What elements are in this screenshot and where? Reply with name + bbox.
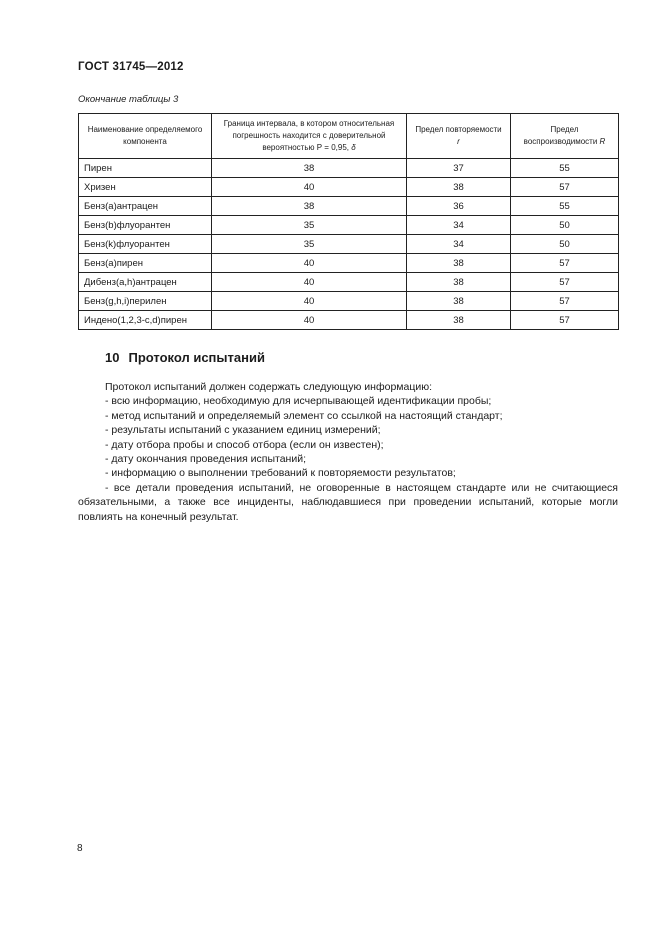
section-heading: 10 Протокол испытаний <box>78 350 618 365</box>
value-cell: 55 <box>510 158 619 178</box>
value-cell: 36 <box>406 196 511 216</box>
value-cell: 57 <box>510 310 619 330</box>
component-name-cell: Бенз(k)флуорантен <box>78 234 212 254</box>
table-row: Бенз(g,h,i)перилен 40 38 57 <box>78 291 619 311</box>
value-cell: 37 <box>406 158 511 178</box>
component-name-cell: Индено(1,2,3-c,d)пирен <box>78 310 212 330</box>
value-cell: 40 <box>211 310 407 330</box>
table-row: Бенз(k)флуорантен 35 34 50 <box>78 234 619 254</box>
protocol-list: - всю информацию, необходимую для исчерп… <box>78 394 618 524</box>
table-row: Хризен 40 38 57 <box>78 177 619 197</box>
table-row: Бенз(а)антрацен 38 36 55 <box>78 196 619 216</box>
list-item: - дату окончания проведения испытаний; <box>105 453 307 466</box>
list-item: - метод испытаний и определяемый элемент… <box>105 409 503 422</box>
list-item: - результаты испытаний с указанием едини… <box>105 424 381 437</box>
value-cell: 50 <box>510 215 619 235</box>
value-cell: 38 <box>406 310 511 330</box>
section-body: Протокол испытаний должен содержать след… <box>78 380 618 524</box>
value-cell: 38 <box>211 158 407 178</box>
component-name-cell: Хризен <box>78 177 212 197</box>
column-header: Граница интервала, в котором относительн… <box>211 113 407 159</box>
value-cell: 38 <box>406 272 511 292</box>
value-cell: 38 <box>406 177 511 197</box>
list-item: - всю информацию, необходимую для исчерп… <box>105 395 492 408</box>
list-item: - все детали проведения испытаний, не ог… <box>78 481 618 523</box>
page-number: 8 <box>77 843 83 854</box>
value-cell: 40 <box>211 253 407 273</box>
value-cell: 50 <box>510 234 619 254</box>
table-row: Бенз(b)флуорантен 35 34 50 <box>78 215 619 235</box>
precision-table: Наименование определяемого компонента Гра… <box>78 113 619 330</box>
value-cell: 57 <box>510 272 619 292</box>
list-item: - дату отбора пробы и способ отбора (есл… <box>105 438 384 451</box>
list-item: - информацию о выполнении требований к п… <box>105 467 456 480</box>
component-name-cell: Бенз(b)флуорантен <box>78 215 212 235</box>
value-cell: 55 <box>510 196 619 216</box>
component-name-cell: Бенз(а)антрацен <box>78 196 212 216</box>
value-cell: 57 <box>510 291 619 311</box>
section-title: Протокол испытаний <box>128 350 265 365</box>
value-cell: 57 <box>510 253 619 273</box>
column-header: Предел воспроизводимости R <box>510 113 619 159</box>
column-header: Предел повторяемости r <box>406 113 511 159</box>
value-cell: 38 <box>406 253 511 273</box>
value-cell: 38 <box>406 291 511 311</box>
intro-paragraph: Протокол испытаний должен содержать след… <box>105 381 433 393</box>
table-caption: Окончание таблицы 3 <box>78 94 179 105</box>
table-row: Индено(1,2,3-c,d)пирен 40 38 57 <box>78 310 619 330</box>
table-row: Дибенз(а,h)антрацен 40 38 57 <box>78 272 619 292</box>
value-cell: 40 <box>211 177 407 197</box>
value-cell: 35 <box>211 234 407 254</box>
value-cell: 34 <box>406 234 511 254</box>
column-header: Наименование определяемого компонента <box>78 113 212 159</box>
table-body: Пирен 38 37 55 Хризен 40 38 57 Бенз(а)антрацен 38… <box>78 158 619 330</box>
component-name-cell: Бенз(а)пирен <box>78 253 212 273</box>
value-cell: 38 <box>211 196 407 216</box>
value-cell: 34 <box>406 215 511 235</box>
document-title: ГОСТ 31745—2012 <box>78 61 184 73</box>
component-name-cell: Пирен <box>78 158 212 178</box>
value-cell: 40 <box>211 291 407 311</box>
table-header-row: Наименование определяемого компонента Гра… <box>78 113 619 159</box>
value-cell: 40 <box>211 272 407 292</box>
section-number: 10 <box>105 350 120 365</box>
value-cell: 57 <box>510 177 619 197</box>
component-name-cell: Дибенз(а,h)антрацен <box>78 272 212 292</box>
table-row: Пирен 38 37 55 <box>78 158 619 178</box>
table-row: Бенз(а)пирен 40 38 57 <box>78 253 619 273</box>
component-name-cell: Бенз(g,h,i)перилен <box>78 291 212 311</box>
value-cell: 35 <box>211 215 407 235</box>
